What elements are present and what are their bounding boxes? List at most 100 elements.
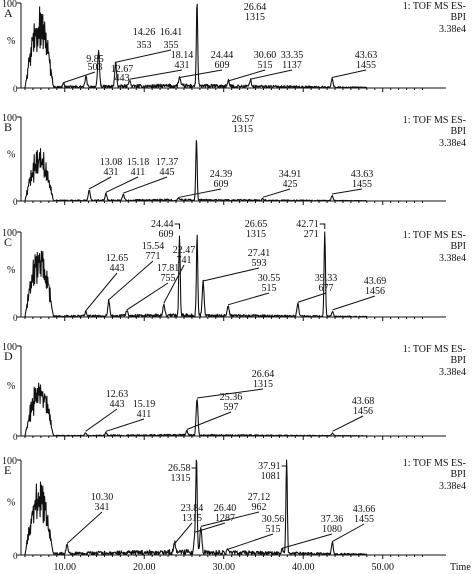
peak-label-leader [203, 267, 260, 282]
peak-label-rt: 27.12 [248, 492, 271, 503]
peak-label-mz: 431 [104, 167, 119, 178]
peak-label-leader [174, 522, 193, 544]
peak-label-mz: 755 [161, 273, 176, 284]
peak-label-mz: 445 [160, 167, 175, 178]
peak-label-mz: 1455 [356, 60, 376, 71]
x-tick-label: 30.00 [212, 562, 235, 573]
peak-label-mz: 411 [131, 167, 146, 178]
panel-info-bpi: BPI [450, 12, 466, 23]
peak-label-rt: 17.81 [157, 263, 180, 274]
peak-label-rt: 37.91 [258, 461, 281, 472]
peak-label-mz: 1456 [365, 286, 385, 297]
peak-label-mz: 1080 [322, 524, 342, 535]
peak-label-leader [163, 264, 185, 304]
peak-label-rt: 43.68 [352, 396, 375, 407]
peak-label-mz: 1455 [354, 514, 374, 525]
y-tick-label-100: 100 [2, 228, 17, 239]
peak-label-rt: 30.60 [254, 50, 277, 61]
peak-label-rt: 18.14 [171, 50, 194, 61]
peak-label-mz: 609 [214, 179, 229, 190]
peak-label-leader [262, 188, 291, 198]
y-tick-label-0: 0 [13, 313, 18, 323]
chromatogram-trace [20, 459, 430, 556]
peak-label-mz: 443 [115, 73, 130, 84]
panel-info-mode: 1: TOF MS ES- [403, 1, 466, 12]
peak-label-leader [85, 408, 118, 432]
peak-label-rt: 37.36 [321, 514, 344, 525]
y-unit-label: % [7, 149, 15, 160]
peak-label-leader [85, 272, 118, 312]
panel-label-a: A [4, 6, 13, 20]
y-tick-label-100: 100 [2, 0, 17, 10]
peak-label-rt: 24.39 [210, 169, 233, 180]
peak-label-mz: 431 [175, 60, 190, 71]
peak-label-rt: 43.63 [351, 169, 374, 180]
peak-label-leader [179, 188, 222, 198]
peak-label-rt: 33.35 [281, 50, 304, 61]
peak-label-rt: 12.65 [106, 253, 129, 264]
panel-info-intensity: 3.38e4 [439, 481, 466, 492]
peak-label-mz: 741 [177, 255, 192, 266]
peak-label-rt: 15.19 [133, 399, 156, 410]
peak-label-mz: 1455 [352, 179, 372, 190]
panel-info-bpi: BPI [450, 469, 466, 480]
peak-label-rt: 24.44 [211, 50, 234, 61]
y-tick-label-0: 0 [13, 197, 18, 207]
peak-label-rt: 12.63 [106, 389, 129, 400]
peak-label-leader [66, 511, 103, 544]
peak-label-mz: 353 [137, 40, 152, 51]
peak-label-leader [332, 295, 376, 311]
peak-label-mz: 1456 [353, 406, 373, 417]
y-tick-label-0: 0 [13, 84, 18, 94]
peak-label-mz: 609 [215, 60, 230, 71]
chromatogram-trace [20, 231, 430, 318]
peak-label-leader [227, 292, 270, 306]
peak-label-leader [191, 467, 198, 473]
peak-label-leader [194, 522, 226, 533]
peak-label-mz: 771 [146, 251, 161, 262]
peak-label-leader [319, 223, 326, 229]
peak-label-mz: 1315 [245, 12, 265, 23]
peak-label-mz: 609 [159, 229, 174, 240]
peak-label-rt: 24.44 [151, 219, 174, 230]
panel-label-e: E [4, 463, 11, 477]
peak-label-leader [129, 69, 183, 80]
peak-label-rt: 26.65 [245, 219, 268, 230]
peak-label-rt: 43.69 [364, 276, 387, 287]
peak-label-rt: 22.47 [173, 245, 196, 256]
peak-label-rt: 9.85 [86, 54, 104, 65]
peak-label-leader [63, 71, 96, 84]
peak-label-mz: 271 [304, 229, 319, 240]
peak-label-mz: 677 [319, 283, 334, 294]
peak-label-leader [179, 69, 223, 78]
x-axis-title: Time [450, 562, 471, 573]
x-tick-label: 50.00 [371, 562, 394, 573]
peak-label-mz: 1315 [246, 229, 266, 240]
peak-label-mz: 515 [266, 524, 281, 535]
panel-info-mode: 1: TOF MS ES- [403, 344, 466, 355]
panel-info-intensity: 3.38e4 [439, 138, 466, 149]
peak-label-rt: 43.63 [355, 50, 378, 61]
peak-label-mz: 597 [224, 402, 239, 413]
peak-label-mz: 515 [262, 283, 277, 294]
peak-label-leader [196, 388, 264, 399]
peak-label-leader [186, 411, 232, 430]
peak-label-mz: 1137 [282, 60, 302, 71]
peak-label-rt: 26.64 [252, 369, 275, 380]
peak-label-rt: 26.40 [214, 503, 237, 514]
peak-label-mz: 355 [164, 40, 179, 51]
peak-label-rt: 25.36 [220, 392, 243, 403]
panel-info-mode: 1: TOF MS ES- [403, 458, 466, 469]
chromatogram-trace [20, 3, 430, 89]
peak-label-rt: 12.67 [111, 64, 134, 75]
peak-label-mz: 341 [95, 502, 110, 513]
panel-label-b: B [4, 120, 12, 134]
peak-label-mz: 515 [258, 60, 273, 71]
peak-label-leader [250, 69, 293, 80]
peak-label-mz: 593 [252, 258, 267, 269]
